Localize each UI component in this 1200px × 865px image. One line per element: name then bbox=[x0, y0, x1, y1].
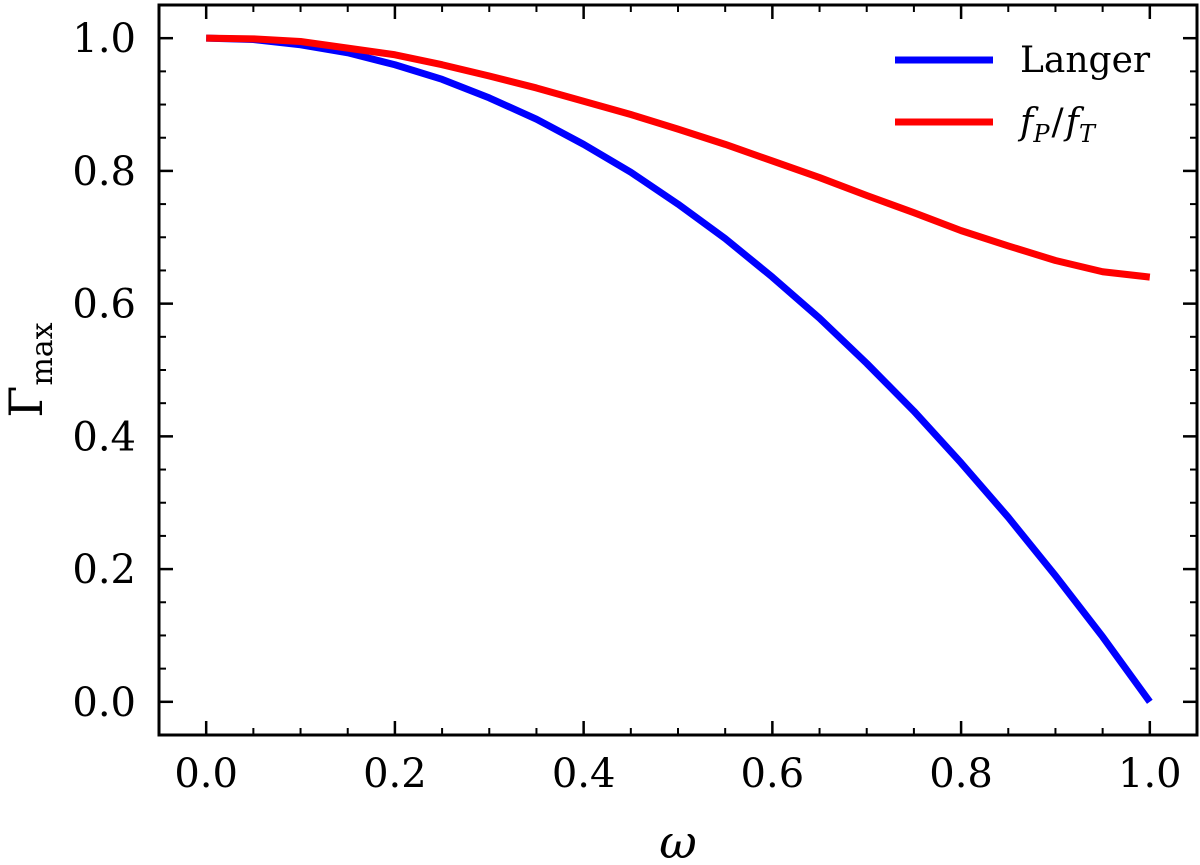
axis-ticks bbox=[159, 5, 1197, 735]
x-axis-label: ω bbox=[659, 815, 697, 865]
y-tick-label: 0.0 bbox=[72, 680, 136, 726]
y-tick-label: 1.0 bbox=[72, 16, 136, 62]
series-line-langer bbox=[206, 34, 1153, 704]
x-tick-label: 1.0 bbox=[1118, 751, 1182, 797]
y-axis-label: Γmax bbox=[0, 322, 60, 417]
x-tick-label: 0.2 bbox=[363, 751, 427, 797]
plot-frame bbox=[157, 3, 1199, 737]
legend-label-fp-ft: fP/fT bbox=[1017, 102, 1097, 148]
legend-fp-sub: P bbox=[1032, 120, 1050, 148]
series-lines bbox=[206, 34, 1153, 704]
y-axis-label-sub: max bbox=[25, 322, 60, 385]
svg-text:Γmax: Γmax bbox=[0, 322, 60, 417]
x-tick-label: 0.0 bbox=[174, 751, 238, 797]
y-tick-label: 0.4 bbox=[72, 414, 136, 460]
legend: Langer fP/fT bbox=[895, 40, 1151, 148]
y-tick-label: 0.8 bbox=[72, 149, 136, 195]
x-tick-label: 0.6 bbox=[741, 751, 805, 797]
y-tick-label: 0.6 bbox=[72, 282, 136, 328]
x-tick-label: 0.8 bbox=[929, 751, 993, 797]
tick-labels: 0.0 0.2 0.4 0.6 0.8 1.0 0.0 0.2 0.4 0.6 0.8 1.0 bbox=[72, 16, 1181, 797]
y-tick-label: 0.2 bbox=[72, 547, 136, 593]
x-tick-label: 0.4 bbox=[552, 751, 616, 797]
series-line-fp-ft bbox=[206, 34, 1151, 281]
legend-slash: / bbox=[1051, 102, 1064, 143]
y-axis-label-main: Γ bbox=[0, 386, 53, 418]
legend-ft-sub: T bbox=[1079, 120, 1097, 148]
legend-label-langer: Langer bbox=[1020, 40, 1151, 81]
